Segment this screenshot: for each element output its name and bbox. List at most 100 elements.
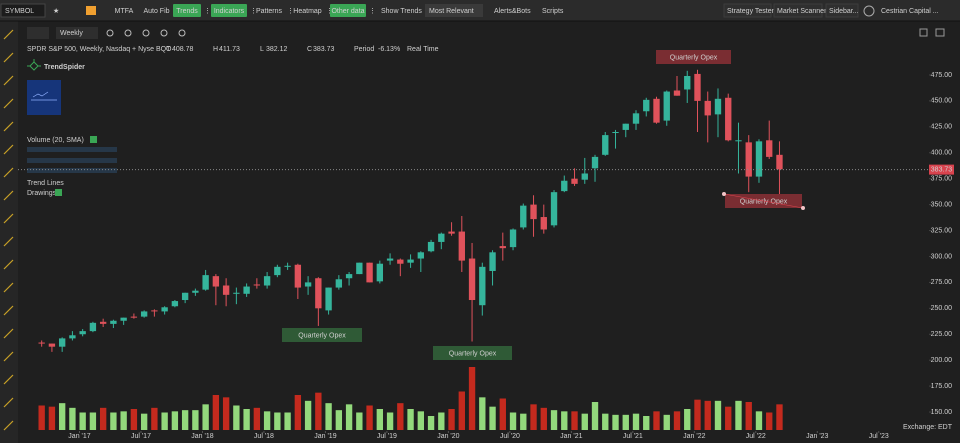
last-price-label: 383.73: [931, 166, 953, 173]
x-tick-label: Jul '19: [377, 433, 397, 440]
candle-body: [376, 263, 384, 282]
fullscreen-icon[interactable]: [919, 28, 928, 37]
drawing-tool-icon[interactable]: [3, 121, 14, 132]
volume-bar: [253, 407, 261, 430]
toolbar-button[interactable]: [211, 4, 247, 17]
camera-icon[interactable]: [935, 28, 945, 37]
candle-body: [222, 285, 230, 295]
candle-body: [110, 320, 117, 324]
drawing-tool-icon[interactable]: [3, 167, 14, 178]
drawing-tool-icon[interactable]: [3, 236, 14, 247]
right-button-label[interactable]: Strategy Tester: [727, 8, 775, 15]
indicator-badge: [55, 189, 62, 196]
volume-bar: [345, 404, 353, 430]
drawing-tool-icon[interactable]: [3, 328, 14, 339]
chart-tool-icon[interactable]: [142, 29, 150, 37]
chart-tool-icon[interactable]: [106, 29, 114, 37]
drawing-tool-icon[interactable]: [3, 144, 14, 155]
volume-bar: [130, 409, 138, 430]
trend-filter[interactable]: [425, 4, 483, 17]
candle-body: [714, 98, 722, 115]
volume-bar: [561, 411, 568, 430]
indicator-label[interactable]: Trend Lines: [27, 180, 64, 187]
volume-bar: [120, 411, 127, 430]
drawing-tool-icon[interactable]: [3, 420, 14, 431]
drawing-tool-icon[interactable]: [3, 305, 14, 316]
chart-tool-icon[interactable]: [160, 29, 168, 37]
account-avatar[interactable]: [863, 5, 875, 17]
chart-type-button[interactable]: [27, 27, 49, 39]
candle-body: [161, 307, 168, 312]
candle-body: [653, 98, 660, 123]
symbol-placeholder: SYMBOL: [5, 8, 34, 15]
y-tick-label: 475.00: [931, 72, 953, 79]
drawing-tool-icon[interactable]: [3, 282, 14, 293]
toolbar-button[interactable]: [142, 4, 171, 17]
candle-body: [766, 140, 773, 157]
right-button-label[interactable]: Cestrian Capital ...: [881, 8, 939, 15]
candle-body: [284, 265, 291, 267]
x-tick-label: Jul '23: [869, 433, 889, 440]
volume-bar: [243, 409, 250, 430]
drawing-tool-icon[interactable]: [3, 374, 14, 385]
volume-bar: [694, 399, 701, 430]
tool-button[interactable]: Alerts&Bots: [494, 8, 531, 15]
drawing-tool-icon[interactable]: [3, 213, 14, 224]
volume-bar: [110, 412, 117, 430]
indicator-label[interactable]: Drawings: [27, 190, 57, 197]
chart-tool-icon[interactable]: [178, 29, 186, 37]
drawing-tool-icon[interactable]: [3, 397, 14, 408]
y-tick-label: 325.00: [931, 227, 953, 234]
chart-tool-icon[interactable]: [124, 29, 132, 37]
indicator-label[interactable]: Volume (20, SMA): [27, 137, 84, 144]
toolbar-button[interactable]: [330, 4, 366, 17]
drawing-tool-icon[interactable]: [3, 52, 14, 63]
menu-dots: ⋮: [369, 8, 376, 15]
volume-bar: [550, 410, 558, 430]
drawing-handle[interactable]: [722, 192, 726, 196]
last-price-tag: [929, 164, 954, 175]
ohlc-value: 382.12: [266, 46, 288, 53]
tool-button[interactable]: Scripts: [542, 8, 564, 15]
toolbar-button[interactable]: [112, 4, 136, 17]
volume-bar: [745, 402, 752, 430]
toolbar-button[interactable]: [173, 4, 201, 17]
volume-bar: [509, 412, 517, 430]
drawing-tool-icon[interactable]: [3, 351, 14, 362]
volume-bar: [140, 413, 148, 430]
candle-body: [520, 205, 527, 228]
right-button[interactable]: [825, 3, 859, 18]
right-button[interactable]: [773, 3, 823, 18]
drawing-tool-icon[interactable]: [3, 98, 14, 109]
feed-label: Real Time: [407, 46, 439, 53]
candle-body: [479, 266, 486, 306]
candle-body: [540, 217, 547, 230]
drawing-handle[interactable]: [801, 206, 805, 210]
color-picker[interactable]: [86, 6, 96, 15]
right-button-label[interactable]: Market Scanner: [777, 8, 827, 15]
volume-bar: [612, 414, 619, 430]
right-button[interactable]: [723, 3, 772, 18]
drawing-tool-icon[interactable]: [3, 29, 14, 40]
drawing-tool-icon[interactable]: [3, 190, 14, 201]
drawing-tool-icon[interactable]: [3, 75, 14, 86]
symbol-input[interactable]: [0, 3, 46, 18]
toolbar-button[interactable]: [292, 4, 323, 17]
candle-body: [550, 192, 558, 226]
annotation-label: Quarterly Opex: [298, 332, 346, 339]
timeframe-select[interactable]: [56, 27, 98, 39]
candle-body: [407, 259, 414, 263]
volume-bar: [69, 407, 76, 430]
annotation-label: Quarterly Opex: [670, 54, 718, 61]
volume-bar: [151, 407, 158, 430]
candle-body: [489, 252, 496, 271]
volume-bar: [417, 411, 424, 430]
toolbar-button[interactable]: [254, 4, 284, 17]
volume-bar: [397, 403, 404, 430]
candle-body: [294, 264, 302, 288]
volume-bar: [571, 411, 578, 430]
candle-body: [735, 140, 742, 142]
right-button-label[interactable]: Sidebar...: [829, 8, 859, 15]
ohlc-value: 411.73: [219, 46, 240, 53]
drawing-tool-icon[interactable]: [3, 259, 14, 270]
